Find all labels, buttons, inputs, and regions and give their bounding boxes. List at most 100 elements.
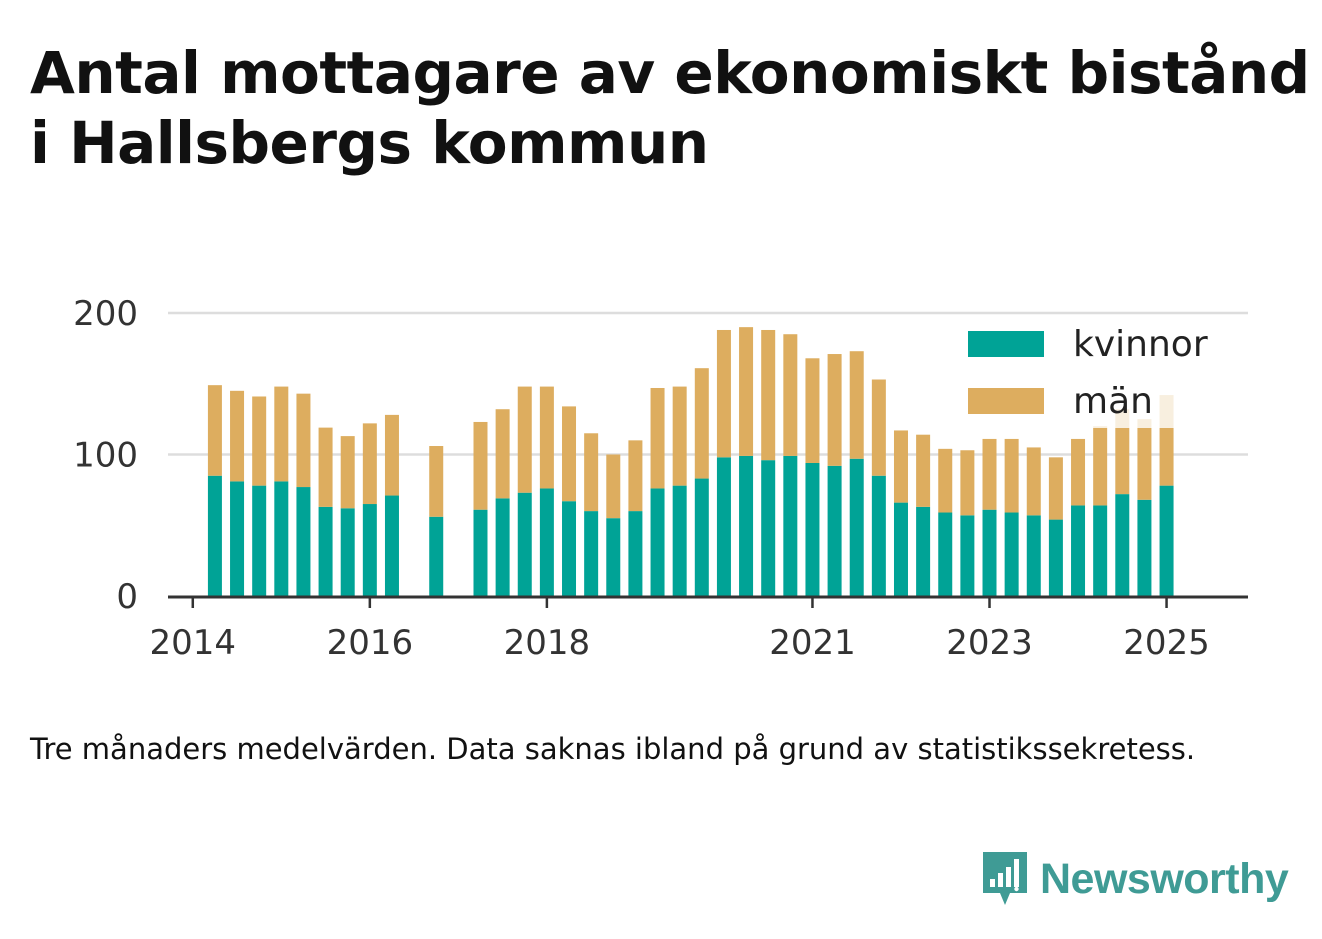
- x-tick-label-2025: 2025: [1123, 623, 1210, 663]
- bar-kvinnor-26: [827, 465, 842, 596]
- bar-man-6: [340, 436, 355, 509]
- bar-kvinnor-18: [650, 488, 665, 596]
- bar-kvinnor-29: [893, 502, 908, 596]
- bar-kvinnor-11: [495, 498, 510, 596]
- bar-man-11: [495, 409, 510, 499]
- bar-man-22: [739, 327, 754, 456]
- bar-kvinnor-31: [938, 512, 953, 596]
- bar-kvinnor-10: [473, 509, 488, 596]
- bar-man-15: [584, 433, 599, 512]
- bar-kvinnor-2: [252, 485, 267, 596]
- legend-swatch-kvinnor: [968, 331, 1044, 357]
- bar-man-32: [960, 450, 975, 516]
- legend-label-kvinnor: kvinnor: [1073, 324, 1208, 365]
- axes: 0 100 200 2014 2016 2018 2021 2023 2025: [73, 294, 1248, 663]
- bar-kvinnor-28: [871, 475, 886, 596]
- bar-kvinnor-5: [318, 506, 333, 596]
- bar-kvinnor-36: [1048, 519, 1063, 596]
- bar-man-40: [1137, 419, 1152, 500]
- bar-man-20: [694, 368, 709, 479]
- bar-man-7: [362, 423, 377, 505]
- y-tick-label-0: 0: [116, 577, 138, 617]
- bar-man-10: [473, 421, 488, 510]
- x-tick-label-2023: 2023: [946, 623, 1033, 663]
- legend-label-man: män: [1073, 381, 1153, 422]
- chart-title: Antal mottagare av ekonomiskt bistånd i …: [30, 38, 1310, 178]
- bar-kvinnor-21: [716, 457, 731, 596]
- bar-kvinnor-3: [274, 481, 289, 596]
- bar-man-36: [1048, 457, 1063, 520]
- bar-man-5: [318, 427, 333, 507]
- y-tick-label-200: 200: [73, 294, 138, 334]
- bar-kvinnor-22: [739, 455, 754, 596]
- bar-man-19: [672, 386, 687, 486]
- bar-kvinnor-13: [539, 488, 554, 596]
- newsworthy-logo-icon: [983, 852, 1027, 905]
- bar-kvinnor-20: [694, 478, 709, 596]
- bar-kvinnor-9: [429, 516, 444, 596]
- bar-kvinnor-37: [1071, 505, 1086, 596]
- bar-man-37: [1071, 438, 1086, 506]
- bar-man-29: [893, 430, 908, 503]
- chart-title-line-2: i Hallsbergs kommun: [30, 109, 709, 177]
- bar-man-28: [871, 379, 886, 476]
- bar-man-39: [1115, 409, 1130, 495]
- bar-kvinnor-30: [916, 506, 931, 596]
- bar-man-2: [252, 396, 267, 486]
- bar-kvinnor-39: [1115, 494, 1130, 596]
- bar-kvinnor-35: [1026, 515, 1041, 596]
- bar-kvinnor-38: [1093, 505, 1108, 596]
- bar-man-33: [982, 438, 997, 510]
- bar-man-13: [539, 386, 554, 489]
- brand-name: Newsworthy: [1040, 854, 1289, 903]
- legend: kvinnor män: [955, 318, 1247, 428]
- bar-kvinnor-24: [783, 455, 798, 596]
- bar-kvinnor-8: [384, 495, 399, 596]
- bar-kvinnor-1: [230, 481, 245, 596]
- y-tick-label-100: 100: [73, 436, 138, 476]
- brand-logo: Newsworthy: [980, 848, 1289, 910]
- x-tick-label-2016: 2016: [327, 623, 414, 663]
- bar-kvinnor-16: [606, 518, 621, 596]
- bar-man-1: [230, 390, 245, 482]
- bar-kvinnor-40: [1137, 499, 1152, 596]
- bar-man-3: [274, 386, 289, 482]
- bar-man-24: [783, 334, 798, 456]
- chart-title-line-1: Antal mottagare av ekonomiskt bistånd: [30, 39, 1310, 107]
- bar-man-8: [384, 414, 399, 496]
- bar-man-16: [606, 454, 621, 519]
- bar-man-35: [1026, 447, 1041, 516]
- bar-man-26: [827, 354, 842, 466]
- footnote: Tre månaders medelvärden. Data saknas ib…: [30, 732, 1196, 766]
- bar-kvinnor-25: [805, 462, 820, 596]
- bar-kvinnor-0: [207, 475, 222, 596]
- x-tick-label-2018: 2018: [504, 623, 591, 663]
- bar-series: [207, 327, 1174, 596]
- bar-kvinnor-12: [517, 492, 532, 596]
- bar-kvinnor-27: [849, 458, 864, 596]
- x-tick-label-2021: 2021: [769, 623, 856, 663]
- bar-kvinnor-6: [340, 508, 355, 596]
- bar-kvinnor-23: [761, 460, 776, 596]
- bar-kvinnor-7: [362, 504, 377, 596]
- bar-man-4: [296, 393, 311, 488]
- bar-man-30: [916, 434, 931, 507]
- bar-kvinnor-32: [960, 515, 975, 596]
- bar-man-12: [517, 386, 532, 493]
- bar-man-25: [805, 358, 820, 463]
- bar-kvinnor-34: [1004, 512, 1019, 596]
- bar-man-34: [1004, 438, 1019, 513]
- bar-kvinnor-33: [982, 509, 997, 596]
- bar-man-38: [1093, 426, 1108, 506]
- bar-kvinnor-41: [1159, 485, 1174, 596]
- bar-man-14: [562, 406, 577, 502]
- bar-kvinnor-14: [562, 501, 577, 596]
- bar-man-31: [938, 448, 953, 513]
- bar-man-0: [207, 385, 222, 476]
- bar-man-21: [716, 329, 731, 458]
- bar-kvinnor-15: [584, 511, 599, 596]
- legend-swatch-man: [968, 388, 1044, 414]
- stacked-bar-chart: 0 100 200 2014 2016 2018 2021 2023 2025 kvinnor …: [73, 294, 1248, 663]
- bar-man-18: [650, 387, 665, 489]
- bar-kvinnor-19: [672, 485, 687, 596]
